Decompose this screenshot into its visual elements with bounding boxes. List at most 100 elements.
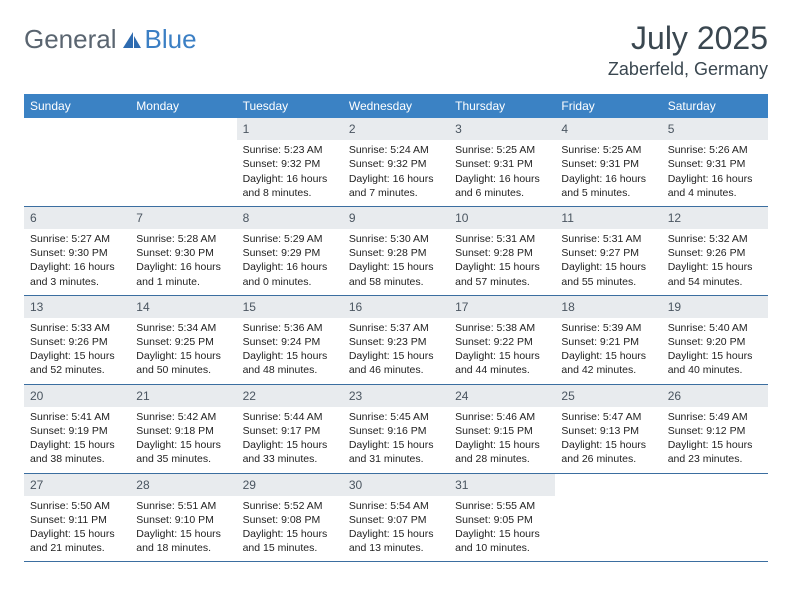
day-info-line: Sunset: 9:28 PM	[349, 246, 443, 260]
weekday-header: Wednesday	[343, 94, 449, 118]
day-info-line: and 1 minute.	[136, 275, 230, 289]
day-info-line: and 46 minutes.	[349, 363, 443, 377]
day-info-line: Daylight: 15 hours	[668, 260, 762, 274]
day-number: 8	[237, 207, 343, 229]
day-info-line: Sunset: 9:20 PM	[668, 335, 762, 349]
day-info-line: Sunset: 9:26 PM	[30, 335, 124, 349]
day-info-line: Sunrise: 5:28 AM	[136, 232, 230, 246]
day-body: Sunrise: 5:38 AMSunset: 9:22 PMDaylight:…	[449, 318, 555, 384]
day-info-line: Sunrise: 5:42 AM	[136, 410, 230, 424]
day-number: 30	[343, 474, 449, 496]
day-body: Sunrise: 5:42 AMSunset: 9:18 PMDaylight:…	[130, 407, 236, 473]
day-info-line: Sunset: 9:22 PM	[455, 335, 549, 349]
day-info-line: and 13 minutes.	[349, 541, 443, 555]
day-info-line: Daylight: 15 hours	[349, 527, 443, 541]
day-info-line: and 23 minutes.	[668, 452, 762, 466]
day-info-line: Daylight: 15 hours	[30, 438, 124, 452]
calendar-day-cell: 25Sunrise: 5:47 AMSunset: 9:13 PMDayligh…	[555, 384, 661, 473]
day-info-line: Daylight: 15 hours	[455, 349, 549, 363]
day-info-line: Daylight: 15 hours	[561, 438, 655, 452]
logo-sail-icon	[121, 30, 143, 50]
day-info-line: and 58 minutes.	[349, 275, 443, 289]
calendar-day-cell: 16Sunrise: 5:37 AMSunset: 9:23 PMDayligh…	[343, 295, 449, 384]
day-number: 23	[343, 385, 449, 407]
day-info-line: Daylight: 15 hours	[30, 349, 124, 363]
day-info-line: and 7 minutes.	[349, 186, 443, 200]
day-info-line: and 44 minutes.	[455, 363, 549, 377]
day-info-line: and 50 minutes.	[136, 363, 230, 377]
calendar-day-cell: 27Sunrise: 5:50 AMSunset: 9:11 PMDayligh…	[24, 473, 130, 562]
day-info-line: Sunrise: 5:33 AM	[30, 321, 124, 335]
day-info-line: Daylight: 15 hours	[349, 349, 443, 363]
day-info-line: Daylight: 15 hours	[136, 438, 230, 452]
day-info-line: Sunrise: 5:54 AM	[349, 499, 443, 513]
day-info-line: Sunset: 9:26 PM	[668, 246, 762, 260]
day-number: 14	[130, 296, 236, 318]
day-info-line: Sunset: 9:31 PM	[668, 157, 762, 171]
day-info-line: Sunset: 9:08 PM	[243, 513, 337, 527]
header: General Blue July 2025 Zaberfeld, German…	[24, 20, 768, 80]
day-info-line: Sunrise: 5:38 AM	[455, 321, 549, 335]
day-info-line: and 5 minutes.	[561, 186, 655, 200]
day-info-line: Sunrise: 5:45 AM	[349, 410, 443, 424]
calendar-day-cell: 29Sunrise: 5:52 AMSunset: 9:08 PMDayligh…	[237, 473, 343, 562]
day-info-line: Daylight: 15 hours	[455, 527, 549, 541]
day-info-line: Daylight: 15 hours	[668, 349, 762, 363]
day-number: 3	[449, 118, 555, 140]
day-info-line: Sunset: 9:15 PM	[455, 424, 549, 438]
day-info-line: Daylight: 16 hours	[136, 260, 230, 274]
day-info-line: and 31 minutes.	[349, 452, 443, 466]
calendar-day-cell: 31Sunrise: 5:55 AMSunset: 9:05 PMDayligh…	[449, 473, 555, 562]
day-body: Sunrise: 5:29 AMSunset: 9:29 PMDaylight:…	[237, 229, 343, 295]
day-body: Sunrise: 5:54 AMSunset: 9:07 PMDaylight:…	[343, 496, 449, 562]
logo-text-1: General	[24, 24, 117, 55]
month-title: July 2025	[608, 20, 768, 57]
day-info-line: and 8 minutes.	[243, 186, 337, 200]
day-body: Sunrise: 5:51 AMSunset: 9:10 PMDaylight:…	[130, 496, 236, 562]
day-info-line: Sunset: 9:28 PM	[455, 246, 549, 260]
day-info-line: and 55 minutes.	[561, 275, 655, 289]
day-body: Sunrise: 5:31 AMSunset: 9:28 PMDaylight:…	[449, 229, 555, 295]
day-info-line: and 33 minutes.	[243, 452, 337, 466]
calendar-day-cell: 13Sunrise: 5:33 AMSunset: 9:26 PMDayligh…	[24, 295, 130, 384]
day-info-line: Sunset: 9:23 PM	[349, 335, 443, 349]
day-number: 11	[555, 207, 661, 229]
day-info-line: and 18 minutes.	[136, 541, 230, 555]
day-info-line: Sunrise: 5:51 AM	[136, 499, 230, 513]
day-body: Sunrise: 5:37 AMSunset: 9:23 PMDaylight:…	[343, 318, 449, 384]
day-info-line: Sunrise: 5:32 AM	[668, 232, 762, 246]
day-info-line: and 35 minutes.	[136, 452, 230, 466]
day-number: 7	[130, 207, 236, 229]
day-info-line: and 21 minutes.	[30, 541, 124, 555]
title-block: July 2025 Zaberfeld, Germany	[608, 20, 768, 80]
calendar-day-cell: 18Sunrise: 5:39 AMSunset: 9:21 PMDayligh…	[555, 295, 661, 384]
day-info-line: Sunset: 9:13 PM	[561, 424, 655, 438]
calendar-day-cell: 9Sunrise: 5:30 AMSunset: 9:28 PMDaylight…	[343, 206, 449, 295]
day-info-line: Sunrise: 5:49 AM	[668, 410, 762, 424]
day-number: 9	[343, 207, 449, 229]
day-info-line: Sunrise: 5:44 AM	[243, 410, 337, 424]
day-number: 24	[449, 385, 555, 407]
day-body: Sunrise: 5:28 AMSunset: 9:30 PMDaylight:…	[130, 229, 236, 295]
day-info-line: Sunset: 9:16 PM	[349, 424, 443, 438]
day-body: Sunrise: 5:49 AMSunset: 9:12 PMDaylight:…	[662, 407, 768, 473]
day-info-line: Sunrise: 5:39 AM	[561, 321, 655, 335]
day-info-line: Sunrise: 5:29 AM	[243, 232, 337, 246]
day-info-line: Sunrise: 5:34 AM	[136, 321, 230, 335]
day-number: 5	[662, 118, 768, 140]
day-info-line: Daylight: 15 hours	[561, 349, 655, 363]
day-body: Sunrise: 5:27 AMSunset: 9:30 PMDaylight:…	[24, 229, 130, 295]
day-info-line: and 10 minutes.	[455, 541, 549, 555]
day-body: Sunrise: 5:55 AMSunset: 9:05 PMDaylight:…	[449, 496, 555, 562]
calendar-day-cell: 24Sunrise: 5:46 AMSunset: 9:15 PMDayligh…	[449, 384, 555, 473]
day-info-line: and 38 minutes.	[30, 452, 124, 466]
day-info-line: Sunset: 9:30 PM	[30, 246, 124, 260]
day-info-line: Sunset: 9:19 PM	[30, 424, 124, 438]
day-info-line: Sunrise: 5:25 AM	[561, 143, 655, 157]
day-info-line: Daylight: 16 hours	[561, 172, 655, 186]
day-info-line: and 57 minutes.	[455, 275, 549, 289]
day-body: Sunrise: 5:23 AMSunset: 9:32 PMDaylight:…	[237, 140, 343, 206]
calendar-week-row: ..1Sunrise: 5:23 AMSunset: 9:32 PMDaylig…	[24, 118, 768, 206]
day-body: Sunrise: 5:45 AMSunset: 9:16 PMDaylight:…	[343, 407, 449, 473]
day-number: 12	[662, 207, 768, 229]
